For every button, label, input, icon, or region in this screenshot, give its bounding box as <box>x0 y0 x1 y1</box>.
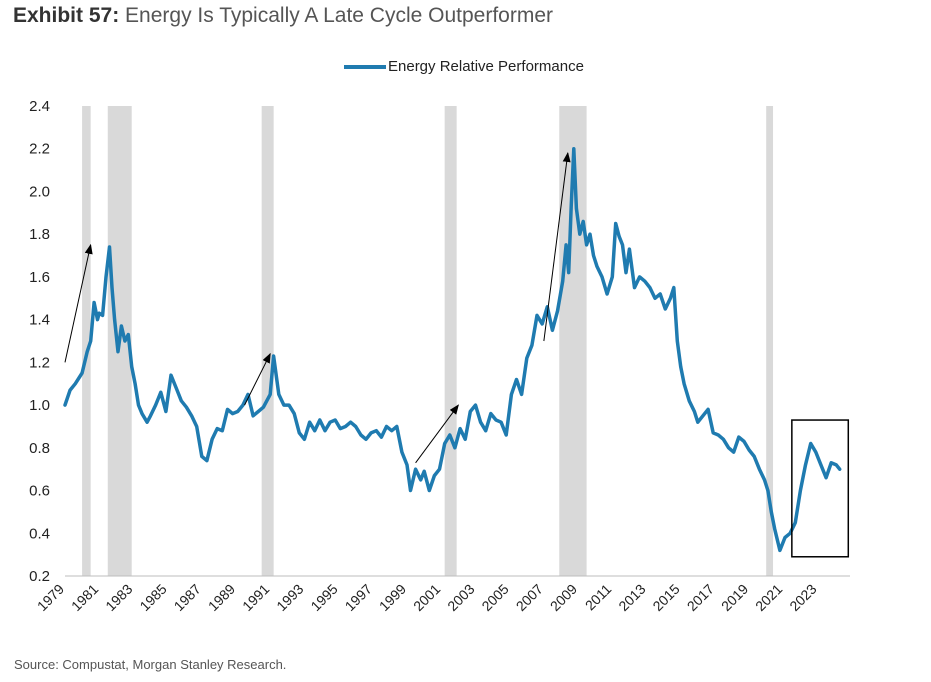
x-tick-label: 1999 <box>376 581 409 614</box>
legend-swatch <box>344 64 386 69</box>
chart-title: Exhibit 57: Energy Is Typically A Late C… <box>13 4 553 28</box>
y-tick-label: 2.2 <box>29 141 50 158</box>
x-tick-label: 2023 <box>786 581 819 614</box>
y-tick-label: 0.6 <box>29 483 50 500</box>
annotation-arrow <box>543 152 571 342</box>
annotation-arrow <box>64 243 93 363</box>
recession-band <box>82 106 91 576</box>
recession-band <box>261 106 274 576</box>
x-tick-label: 1991 <box>239 581 272 614</box>
x-tick-label: 2017 <box>684 581 717 614</box>
x-tick-label: 1985 <box>136 581 169 614</box>
x-tick-label: 2015 <box>649 581 682 614</box>
x-tick-label: 2009 <box>547 581 580 614</box>
x-tick-label: 2005 <box>478 581 511 614</box>
y-tick-label: 2.0 <box>29 183 50 200</box>
annotation-arrow <box>415 404 459 464</box>
y-tick-label: 1.4 <box>29 312 50 329</box>
x-tick-label: 2021 <box>752 581 785 614</box>
x-tick-label: 1987 <box>171 581 204 614</box>
x-tick-label: 1989 <box>205 581 238 614</box>
x-tick-label: 1981 <box>68 581 101 614</box>
x-tick-label: 2019 <box>718 581 751 614</box>
y-tick-label: 1.8 <box>29 226 50 243</box>
recession-band <box>766 106 774 576</box>
recession-band <box>444 106 457 576</box>
x-tick-label: 1997 <box>342 581 375 614</box>
x-tick-label: 2007 <box>513 581 546 614</box>
legend: Energy Relative Performance <box>344 58 584 75</box>
x-tick-label: 2013 <box>615 581 648 614</box>
y-tick-label: 0.2 <box>29 568 50 585</box>
y-tick-label: 1.0 <box>29 397 50 414</box>
x-tick-label: 1995 <box>307 581 340 614</box>
y-tick-label: 2.4 <box>29 98 50 115</box>
x-tick-label: 1979 <box>34 581 67 614</box>
x-tick-label: 2011 <box>582 581 615 614</box>
series-line-energy <box>63 146 842 553</box>
x-tick-label: 1993 <box>273 581 306 614</box>
legend-label: Energy Relative Performance <box>388 58 584 75</box>
highlight-box <box>791 419 850 558</box>
y-tick-label: 1.6 <box>29 269 50 286</box>
y-tick-label: 0.4 <box>29 525 50 542</box>
annotation-arrow <box>244 352 271 406</box>
y-tick-label: 1.2 <box>29 354 50 371</box>
y-tick-label: 0.8 <box>29 440 50 457</box>
exhibit-label: Exhibit 57: <box>13 4 120 27</box>
x-tick-label: 1983 <box>102 581 135 614</box>
source-note: Source: Compustat, Morgan Stanley Resear… <box>14 657 287 672</box>
x-tick-label: 2001 <box>410 581 443 614</box>
x-tick-label: 2003 <box>444 581 477 614</box>
headline: Energy Is Typically A Late Cycle Outperf… <box>125 4 554 27</box>
